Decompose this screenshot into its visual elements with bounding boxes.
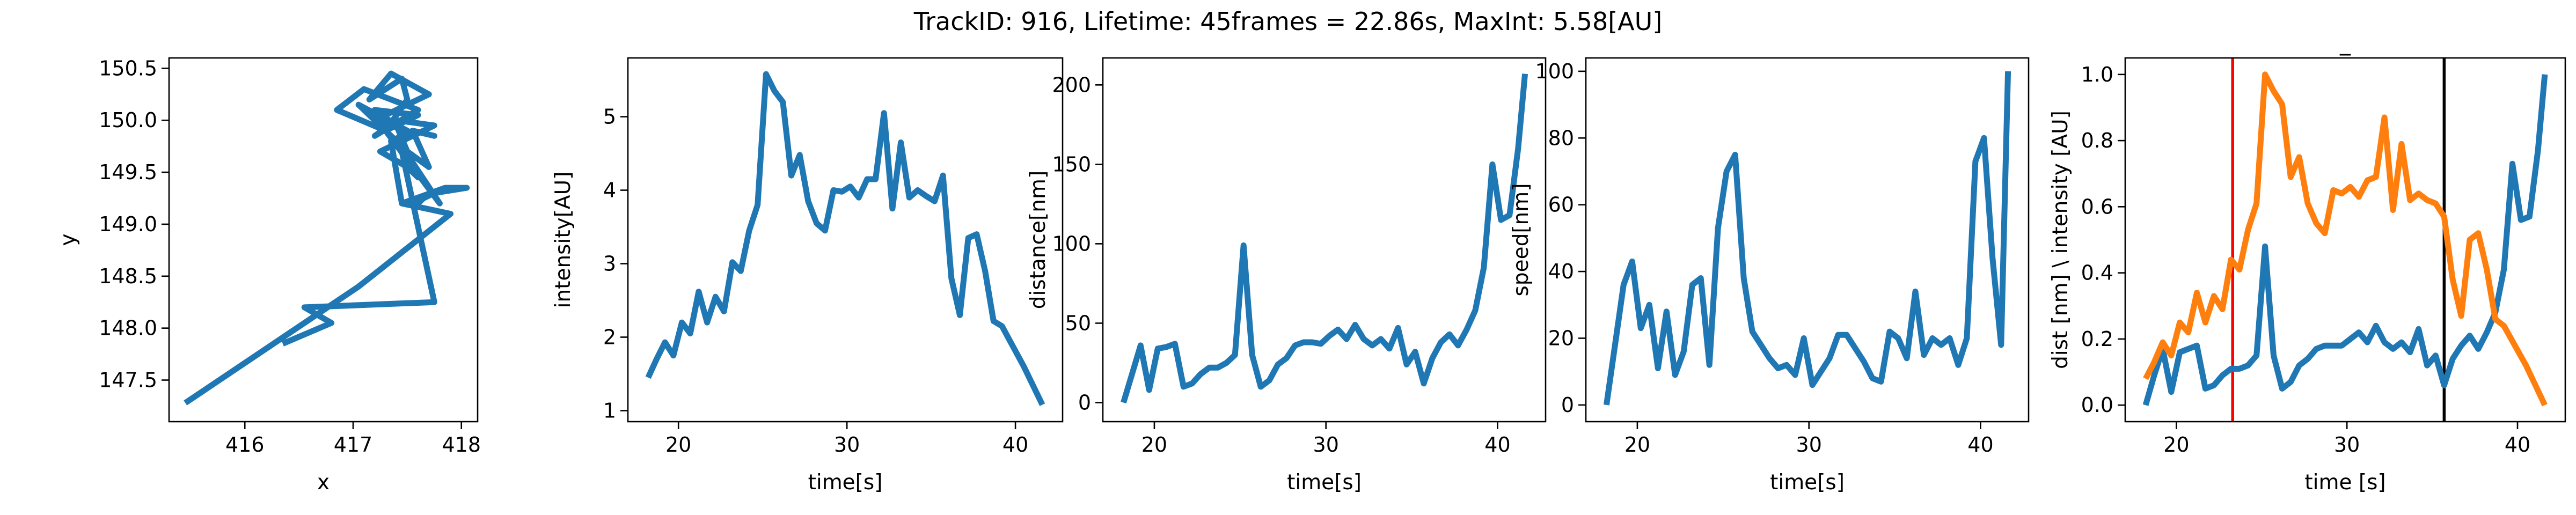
y-tick-label: 0.6 xyxy=(2081,195,2113,218)
x-tick-label: 20 xyxy=(2163,433,2189,457)
x-axis-label: time[s] xyxy=(1770,470,1845,495)
x-tick-label: 417 xyxy=(334,433,373,457)
y-tick-label: 4 xyxy=(603,179,616,202)
series-line-1 xyxy=(645,71,1045,406)
y-axis-label: distance[nm] xyxy=(1026,171,1050,309)
y-tick-label: 0.4 xyxy=(2081,261,2113,285)
y-tick-label: 40 xyxy=(1548,260,1574,283)
series-line-1 xyxy=(1603,71,2011,406)
y-tick-label: 0 xyxy=(1561,393,1574,417)
y-tick-label: 20 xyxy=(1548,326,1574,350)
series-line-1 xyxy=(184,70,470,406)
y-axis-label: speed[nm] xyxy=(1509,183,1533,297)
y-tick-label: 149.0 xyxy=(99,212,157,236)
y-tick-label: 148.0 xyxy=(99,317,157,340)
y-tick-label: 5 xyxy=(603,105,616,129)
y-tick-label: 150.5 xyxy=(99,56,157,80)
axes-frame xyxy=(168,57,479,423)
x-tick-label: 20 xyxy=(665,433,691,457)
y-tick-label: 148.5 xyxy=(99,264,157,288)
x-tick-label: 40 xyxy=(1484,433,1510,457)
y-tick-label: 100 xyxy=(1535,60,1574,83)
x-tick-label: 20 xyxy=(1141,433,1167,457)
y-tick-label: 1 xyxy=(603,399,616,422)
x-axis-label: x xyxy=(317,470,330,495)
y-tick-label: 3 xyxy=(603,252,616,276)
y-tick-label: 149.5 xyxy=(99,160,157,184)
x-tick-label: 40 xyxy=(1002,433,1028,457)
y-tick-label: 0 xyxy=(1078,391,1091,414)
panel-title: _ xyxy=(2339,31,2351,56)
y-tick-label: 50 xyxy=(1065,311,1091,335)
y-tick-label: 100 xyxy=(1052,232,1091,255)
y-tick-label: 200 xyxy=(1052,73,1091,97)
x-tick-label: 30 xyxy=(1313,433,1339,457)
series-line-1 xyxy=(1121,73,1528,404)
y-axis-label: y xyxy=(56,233,80,246)
y-tick-label: 0.8 xyxy=(2081,129,2113,152)
y-tick-label: 150.0 xyxy=(99,108,157,132)
x-axis-label: time[s] xyxy=(1287,470,1362,495)
axes-frame xyxy=(627,57,1064,423)
x-tick-label: 20 xyxy=(1624,433,1650,457)
x-axis-label: time [s] xyxy=(2304,470,2385,495)
y-tick-label: 0.2 xyxy=(2081,327,2113,351)
chart-panel-1: 416 417 418 147.5 148.0 148.5 149.0 149.5 150.0 1… xyxy=(56,56,481,495)
y-axis-label: intensity[AU] xyxy=(551,172,575,308)
x-axis-label: time[s] xyxy=(808,470,883,495)
x-tick-label: 40 xyxy=(1967,433,1993,457)
series-line-2 xyxy=(2143,71,2548,407)
axes-frame xyxy=(1585,57,2030,423)
y-tick-label: 150 xyxy=(1052,152,1091,176)
y-axis-label: dist [nm] \ intensity [AU] xyxy=(2048,111,2073,369)
x-tick-label: 40 xyxy=(2505,433,2530,457)
y-tick-label: 80 xyxy=(1548,126,1574,150)
x-tick-label: 30 xyxy=(1796,433,1822,457)
chart-panel-2: 20 30 40 1 2 3 4 5 time[s] intensity[AU] xyxy=(551,57,1064,495)
axes-frame xyxy=(1102,57,1547,423)
x-tick-label: 418 xyxy=(442,433,481,457)
figure-suptitle: TrackID: 916, Lifetime: 45frames = 22.86… xyxy=(913,7,1663,36)
y-tick-label: 2 xyxy=(603,325,616,349)
y-tick-label: 1.0 xyxy=(2081,63,2113,86)
chart-panel-5: 20 30 40 0.0 0.2 0.4 0.6 0.8 1.0 time [s] dist [nm… xyxy=(2048,31,2566,495)
y-tick-label: 0.0 xyxy=(2081,393,2113,417)
y-tick-label: 147.5 xyxy=(99,369,157,392)
y-tick-label: 60 xyxy=(1548,193,1574,217)
x-tick-label: 416 xyxy=(225,433,265,457)
chart-panel-4: 20 30 40 0 20 40 60 80 100 time[s] speed[nm] xyxy=(1509,57,2030,495)
axes-frame xyxy=(2124,57,2566,423)
x-tick-label: 30 xyxy=(2334,433,2360,457)
chart-panel-3: 20 30 40 0 50 100 150 200 time[s] distance[nm] xyxy=(1026,57,1547,495)
x-tick-label: 30 xyxy=(834,433,860,457)
panels: 416 417 418147.5148.0148.5149.0149.5150.01… xyxy=(56,31,2566,495)
series-line-1 xyxy=(2142,74,2548,406)
